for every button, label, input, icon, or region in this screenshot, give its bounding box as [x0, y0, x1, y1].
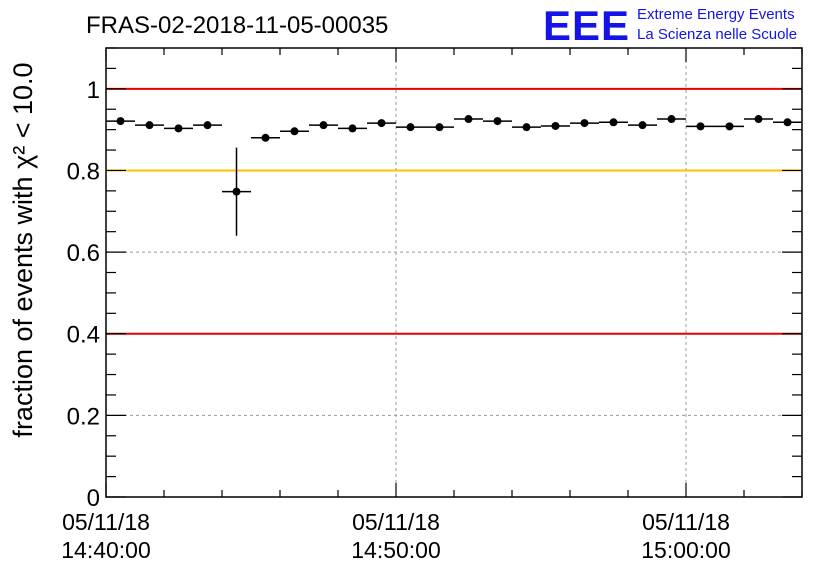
marker — [522, 123, 531, 132]
logo-line-1: Extreme Energy Events — [637, 6, 795, 23]
marker — [638, 121, 647, 130]
data-point — [715, 122, 744, 131]
data-point — [193, 121, 222, 130]
y-tick-label: 0.6 — [67, 240, 100, 267]
marker — [116, 117, 125, 126]
marker — [203, 121, 212, 130]
data-point — [251, 133, 280, 142]
data-point — [106, 117, 135, 126]
data-point — [599, 118, 628, 127]
data-point — [773, 118, 802, 127]
marker — [145, 121, 154, 130]
data-point — [686, 122, 715, 131]
x-tick-label-date: 05/11/18 — [642, 509, 730, 535]
data-point — [483, 117, 512, 126]
x-tick-label-time: 14:50:00 — [351, 537, 441, 563]
data-point — [744, 115, 773, 124]
marker — [348, 124, 357, 133]
grid-lines — [106, 48, 802, 497]
marker — [435, 123, 444, 132]
marker — [667, 115, 676, 124]
marker — [754, 115, 763, 124]
reference-lines — [106, 87, 802, 335]
marker — [464, 115, 473, 124]
x-tick-label-date: 05/11/18 — [352, 509, 440, 535]
marker — [377, 119, 386, 128]
y-tick-label: 0 — [87, 485, 100, 512]
marker — [406, 123, 415, 132]
chart-title: FRAS-02-2018-11-05-00035 — [86, 12, 388, 39]
marker — [174, 124, 183, 133]
marker — [609, 118, 618, 127]
data-point — [338, 124, 367, 133]
y-tick-label: 1 — [87, 77, 100, 104]
data-point — [454, 115, 483, 124]
logo-mark: EEE — [543, 2, 630, 49]
data-point — [135, 121, 164, 130]
data-point — [570, 119, 599, 128]
axis-ticks — [105, 47, 803, 498]
marker — [725, 122, 734, 131]
data-point — [425, 123, 454, 132]
marker — [493, 117, 502, 126]
y-tick-label: 0.4 — [67, 322, 100, 349]
x-tick-label-time: 15:00:00 — [641, 537, 731, 563]
marker — [319, 121, 328, 130]
data-point — [164, 124, 193, 133]
x-tick-label-date: 05/11/18 — [62, 509, 150, 535]
plot-frame — [105, 47, 803, 498]
y-tick-label: 0.2 — [67, 403, 100, 430]
data-point — [396, 123, 425, 132]
marker — [290, 127, 299, 136]
data-point — [280, 127, 309, 136]
data-points — [106, 115, 802, 236]
x-tick-label-time: 14:40:00 — [61, 537, 151, 563]
data-point — [512, 123, 541, 132]
tick-labels: 00.20.40.60.8105/11/1814:40:0005/11/1814… — [61, 77, 731, 563]
y-axis-label: fraction of events with χ² < 10.0 — [8, 62, 38, 437]
marker — [580, 119, 589, 128]
marker — [551, 121, 560, 130]
data-point — [367, 119, 396, 128]
marker — [783, 118, 792, 127]
data-point — [222, 147, 251, 236]
eee-logo: EEE Extreme Energy Events La Scienza nel… — [543, 2, 797, 49]
logo-line-2: La Scienza nelle Scuole — [637, 26, 797, 43]
marker — [696, 122, 705, 131]
marker — [261, 133, 270, 142]
y-tick-label: 0.8 — [67, 158, 100, 185]
data-point — [541, 121, 570, 130]
data-point — [309, 121, 338, 130]
data-point — [628, 121, 657, 130]
data-point — [657, 115, 686, 124]
marker — [232, 187, 241, 196]
